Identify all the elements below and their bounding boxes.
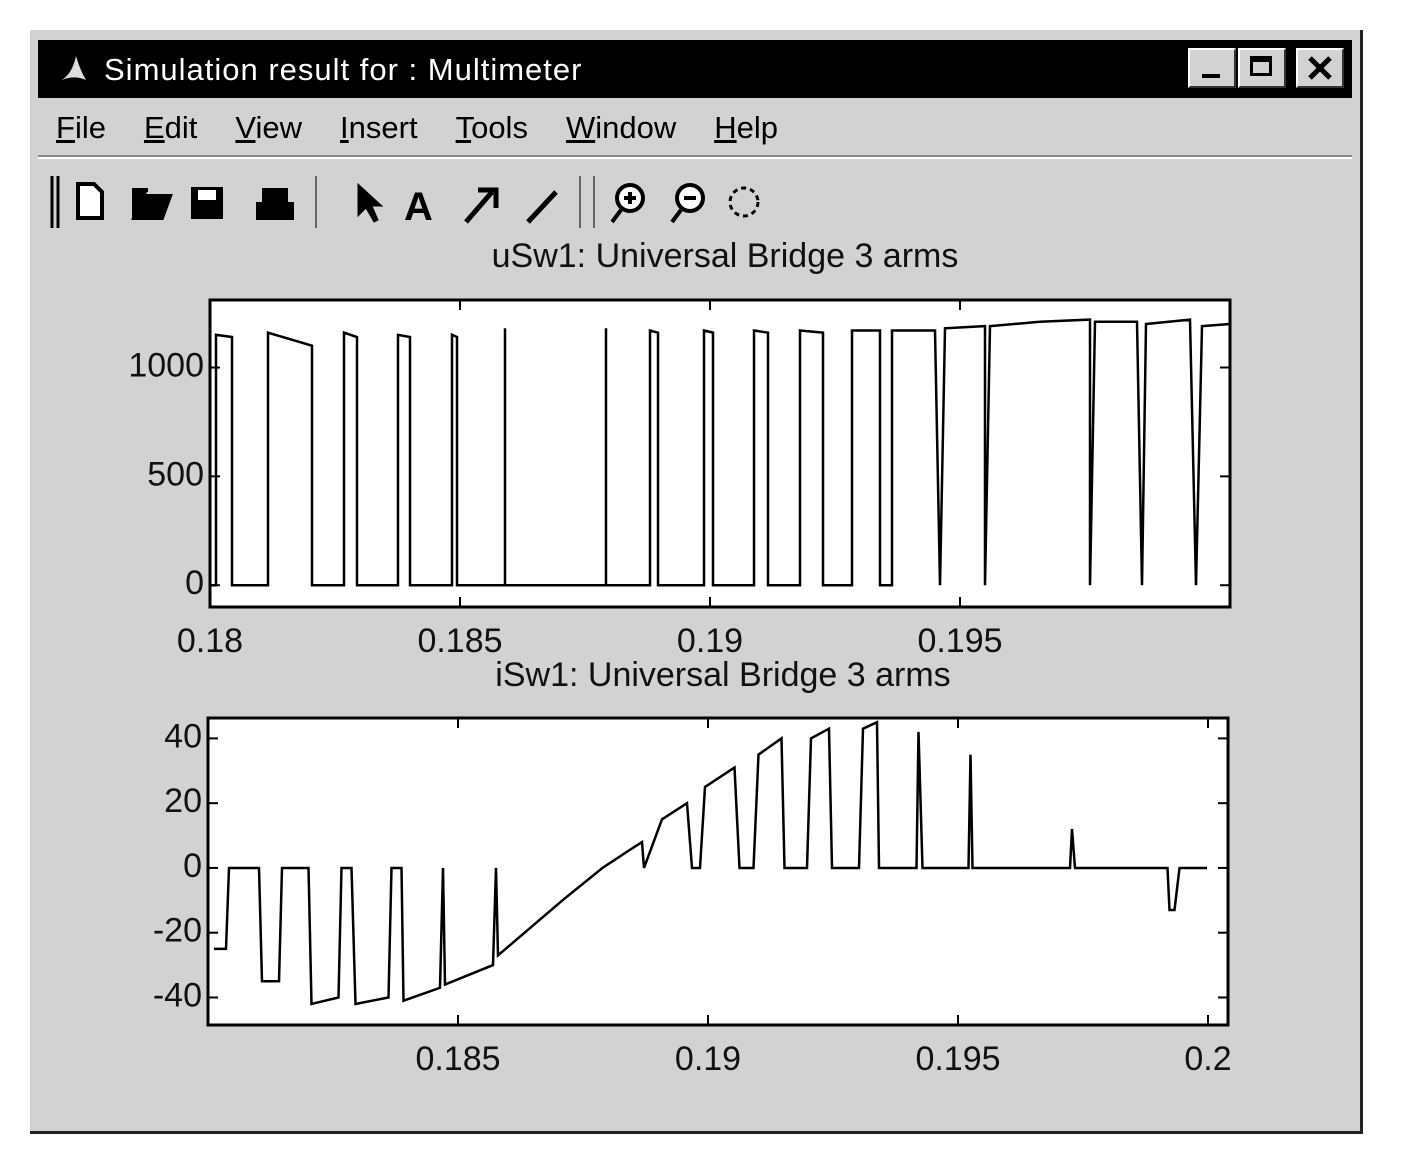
menu-item[interactable]: Edit	[143, 110, 198, 145]
chart-title: iSw1: Universal Bridge 3 arms	[495, 656, 950, 694]
x-tick-label: 0.185	[415, 1040, 500, 1078]
plot-area	[208, 298, 1232, 609]
menu-bar: File Edit View Insert Tools Window Help	[56, 110, 816, 146]
new-icon[interactable]	[76, 182, 104, 220]
print-icon[interactable]	[256, 188, 294, 220]
x-tick-label: 0.195	[915, 1040, 1000, 1078]
chart-title: uSw1: Universal Bridge 3 arms	[492, 237, 959, 275]
menu-item[interactable]: Help	[714, 110, 778, 145]
x-tick-label: 0.19	[675, 1040, 741, 1078]
minimize-button[interactable]	[1188, 48, 1236, 88]
text-tool[interactable]: A	[404, 185, 433, 229]
x-tick-label: 0.195	[917, 622, 1002, 660]
y-tick-label: 40	[164, 717, 202, 755]
y-tick-label: 0	[185, 564, 204, 602]
open-icon[interactable]	[131, 188, 173, 220]
y-tick-label: 500	[147, 455, 204, 493]
menu-item[interactable]: View	[235, 110, 303, 145]
y-tick-label: -20	[153, 912, 202, 950]
y-tick-label: 20	[164, 782, 202, 820]
y-tick-label: 0	[183, 847, 202, 885]
x-tick-label: 0.18	[177, 622, 243, 660]
close-button[interactable]	[1296, 48, 1344, 88]
menu-item[interactable]: Insert	[340, 110, 418, 145]
toolbar: A	[50, 176, 760, 229]
x-tick-label: 0.185	[417, 622, 502, 660]
data-line	[214, 720, 1207, 1006]
menu-item[interactable]: Window	[565, 110, 677, 145]
data-line	[210, 318, 1231, 587]
app-icon	[58, 56, 86, 82]
window-title: Simulation result for : Multimeter	[104, 52, 583, 87]
line-tool[interactable]	[526, 190, 558, 224]
menu-item[interactable]: File	[56, 110, 106, 145]
menu-item[interactable]: Tools	[455, 110, 528, 145]
arrow-tool[interactable]	[357, 182, 384, 223]
separator	[38, 155, 1352, 159]
x-tick-label: 0.2	[1184, 1040, 1231, 1078]
y-tick-label: -40	[153, 976, 202, 1014]
x-tick-label: 0.19	[677, 622, 743, 660]
title-bar: Simulation result for : Multimeter	[38, 40, 1352, 98]
y-tick-label: 1000	[128, 346, 204, 384]
rotate-tool[interactable]	[728, 186, 760, 218]
arrow-draw-tool[interactable]	[464, 187, 499, 224]
maximize-button[interactable]	[1238, 48, 1286, 88]
plot-area	[206, 716, 1230, 1027]
